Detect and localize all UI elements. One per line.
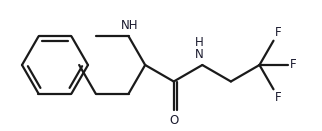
Text: F: F <box>274 26 281 39</box>
Text: O: O <box>169 114 178 127</box>
Text: NH: NH <box>121 19 138 32</box>
Text: F: F <box>274 91 281 104</box>
Text: F: F <box>289 59 296 72</box>
Text: H
N: H N <box>195 37 204 61</box>
